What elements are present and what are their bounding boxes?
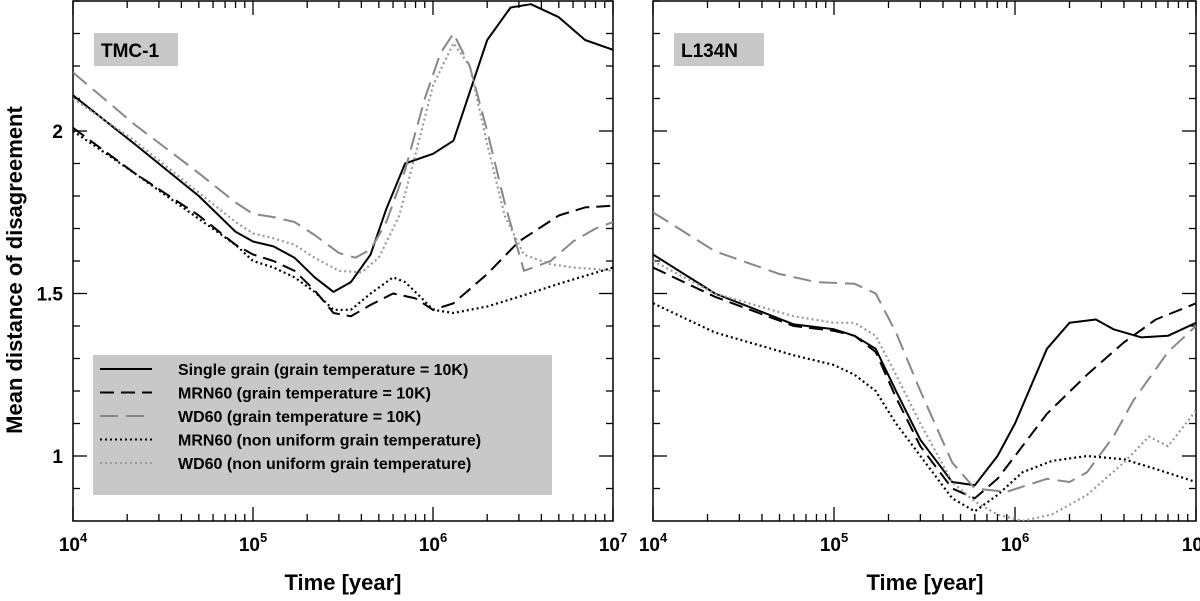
legend-label: WD60 (grain temperature = 10K)	[178, 409, 421, 426]
series-line	[653, 260, 1196, 521]
x-tick-label: 107	[599, 530, 627, 556]
legend-label: Single grain (grain temperature = 10K)	[178, 362, 468, 379]
series-line	[73, 130, 613, 315]
x-axis-title: Time [year]	[867, 570, 984, 595]
series-group	[653, 211, 1196, 521]
series-line	[73, 126, 613, 318]
y-axis-title: Mean distance of disagreement	[2, 106, 27, 434]
series-line	[653, 253, 1196, 487]
x-tick-label: 106	[1001, 530, 1029, 556]
x-tick-label: 106	[419, 530, 447, 556]
panel-label: TMC-1	[101, 41, 159, 62]
y-tick-label: 1.5	[37, 285, 64, 306]
legend-label: WD60 (non uniform grain temperature)	[178, 456, 471, 473]
x-tick-labels: 104 105 106 107	[639, 530, 1200, 556]
axis-ticks	[652, 0, 1197, 521]
x-tick-label: 105	[820, 530, 848, 556]
x-tick-label: 104	[59, 530, 88, 556]
series-line	[653, 266, 1196, 500]
plot-frame	[652, 0, 1197, 522]
series-line	[73, 3, 613, 293]
panel-l134n: L134N 104 105 106 107 Time [year]	[639, 0, 1200, 595]
panel-label-box	[674, 33, 764, 66]
x-tick-label: 105	[239, 530, 267, 556]
panel-label: L134N	[681, 41, 738, 62]
series-group	[73, 3, 613, 318]
series-line	[653, 211, 1196, 493]
x-tick-label: 104	[639, 530, 668, 556]
axis-ticks	[72, 0, 614, 521]
y-tick-labels: 11.52	[37, 122, 64, 468]
legend-label: MRN60 (grain temperature = 10K)	[178, 386, 431, 403]
x-tick-label: 107	[1182, 530, 1200, 556]
series-line	[73, 42, 613, 274]
x-axis-title: Time [year]	[285, 570, 402, 595]
x-tick-labels: 104 105 106 107	[59, 530, 627, 556]
legend-box	[93, 355, 552, 495]
legend: Single grain (grain temperature = 10K) MR…	[93, 355, 552, 495]
series-line	[653, 302, 1196, 513]
series-line	[73, 32, 613, 272]
y-tick-label: 2	[52, 122, 63, 143]
panel-tmc1: TMC-1 104 105 106 107 11.52 Time [year] Mea…	[2, 0, 627, 595]
legend-label: MRN60 (non uniform grain temperature)	[178, 433, 481, 450]
panel-label-box	[94, 33, 178, 66]
y-tick-label: 1	[52, 447, 63, 468]
